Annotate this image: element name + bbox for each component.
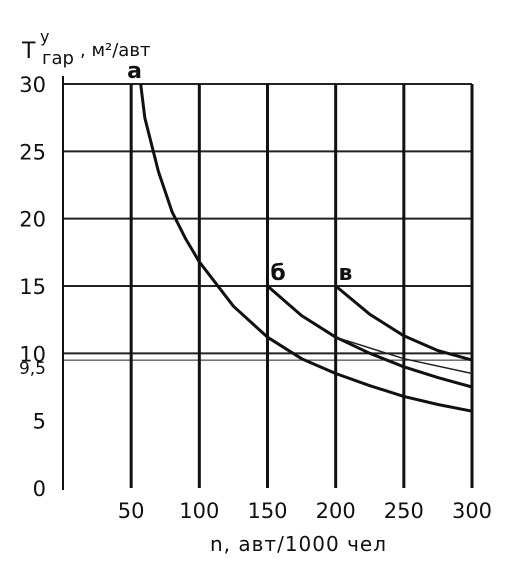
x-axis-title: n, авт/1000 чел (210, 532, 387, 556)
y-tick-label: 25 (19, 140, 46, 164)
x-tick-label: 200 (316, 499, 356, 523)
y-tick-label: 9,5 (19, 359, 46, 379)
curve-label: а (127, 59, 142, 84)
y-axis-title-superscript: у (40, 27, 49, 46)
x-tick-label: 100 (179, 499, 219, 523)
curve-a (139, 83, 473, 413)
curve-b (266, 284, 473, 389)
y-axis-title-subscript: гар (42, 48, 74, 69)
y-tick-label: 20 (19, 208, 46, 232)
label-layer: 0 5 9,510 15 20 25 30 50 100 150 200 250 300 а б в (19, 59, 492, 523)
y-tick-label: 5 (33, 410, 46, 434)
x-tick-label: 50 (118, 499, 145, 523)
y-axis-title-unit: , м²/авт (80, 40, 150, 61)
y-axis-title-main: T (21, 39, 36, 64)
thin-curve (335, 336, 473, 375)
series-layer (139, 83, 473, 413)
x-tick-label: 150 (247, 499, 287, 523)
y-tick-label: 15 (19, 275, 46, 299)
curve-label: б (270, 261, 285, 286)
curve-v (334, 284, 473, 362)
y-tick-label: 0 (33, 477, 46, 501)
x-tick-label: 250 (384, 499, 424, 523)
y-tick-label: 30 (19, 73, 46, 97)
y-axis-title: T у гар , м²/авт (21, 27, 150, 69)
curve-label: в (338, 261, 352, 286)
x-tick-label: 300 (452, 499, 492, 523)
y-tick-label: 10 (19, 342, 46, 366)
